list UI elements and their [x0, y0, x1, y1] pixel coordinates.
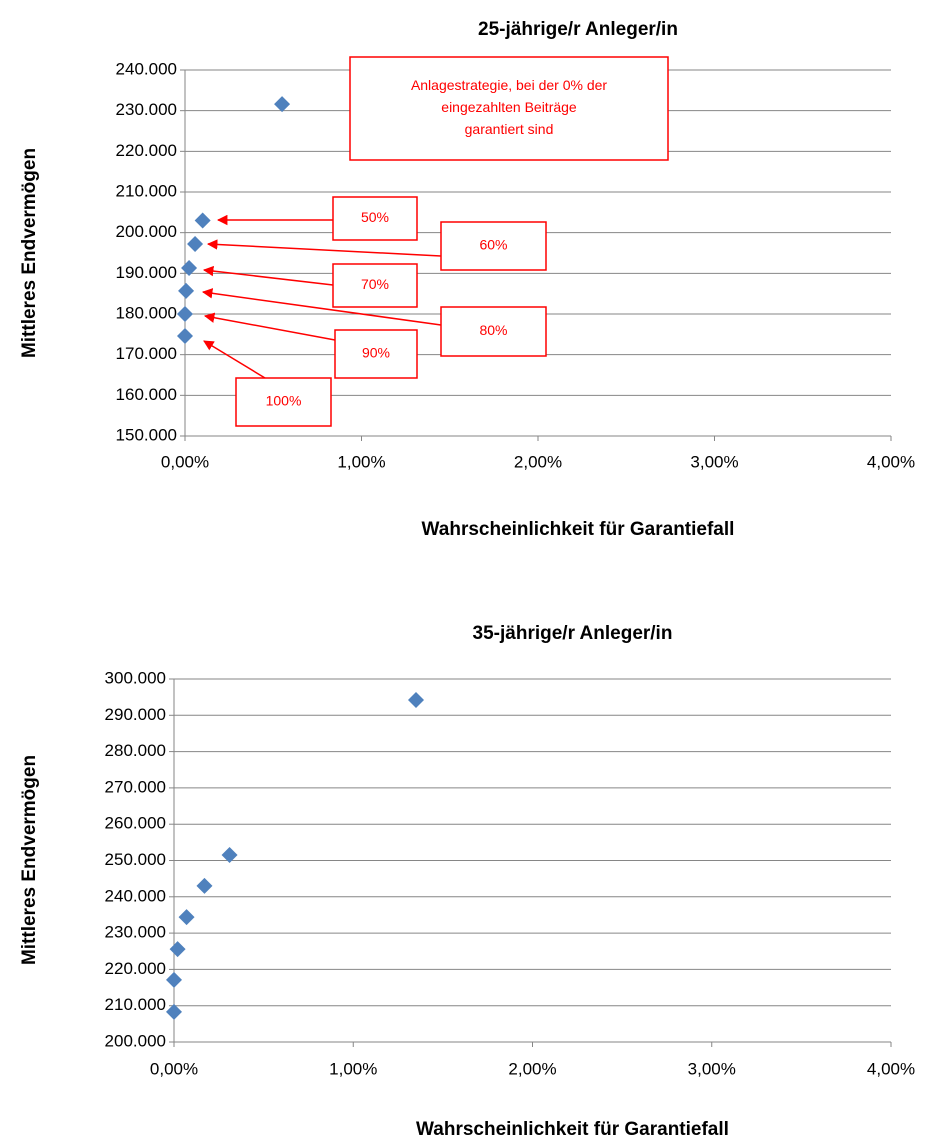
data-point	[221, 847, 238, 864]
annotation-text: 50%	[361, 209, 389, 225]
chart-title: 25-jährige/r Anleger/in	[478, 19, 678, 40]
annotation-arrow	[201, 288, 442, 326]
x-tick-label: 1,00%	[337, 452, 385, 471]
y-tick-label: 240.000	[116, 59, 177, 78]
y-axis-title: Mittleres Endvermögen	[19, 755, 40, 965]
data-point	[166, 1003, 182, 1020]
annotation-text: 100%	[266, 393, 302, 409]
data-point	[178, 282, 195, 299]
annotation-box	[349, 56, 669, 161]
annotation-arrow	[203, 340, 266, 379]
x-axis-title: Wahrscheinlichkeit für Garantiefall	[416, 1119, 729, 1140]
annotation-text: Anlagestrategie, bei der 0% der	[411, 77, 607, 93]
data-point	[196, 877, 213, 894]
data-point	[194, 212, 211, 229]
x-axis-title: Wahrscheinlichkeit für Garantiefall	[422, 519, 735, 540]
x-tick-label: 3,00%	[690, 452, 738, 471]
data-point	[169, 941, 186, 958]
y-tick-label: 190.000	[116, 263, 177, 282]
annotation-box	[440, 221, 547, 271]
data-point	[177, 306, 193, 322]
y-tick-label: 160.000	[116, 385, 177, 404]
data-point	[166, 971, 182, 988]
annotation-box	[332, 196, 418, 241]
annotation-box	[235, 377, 332, 427]
y-tick-label: 220.000	[105, 959, 166, 978]
y-tick-label: 170.000	[116, 344, 177, 363]
annotation-arrow	[202, 265, 334, 286]
y-tick-label: 200.000	[116, 222, 177, 241]
y-tick-label: 240.000	[105, 886, 166, 905]
data-point	[177, 327, 193, 344]
x-tick-label: 4,00%	[867, 1059, 915, 1078]
x-tick-label: 1,00%	[329, 1059, 377, 1078]
y-axis-title: Mittleres Endvermögen	[19, 148, 40, 358]
y-tick-label: 230.000	[116, 100, 177, 119]
annotation-text: 60%	[479, 237, 507, 253]
annotation-text: eingezahlten Beiträge	[441, 99, 577, 115]
data-point	[274, 96, 291, 113]
y-tick-label: 220.000	[116, 141, 177, 160]
chart-title: 35-jährige/r Anleger/in	[473, 623, 673, 644]
data-point	[407, 692, 424, 709]
y-tick-label: 290.000	[105, 705, 166, 724]
data-point	[181, 260, 198, 277]
x-tick-label: 2,00%	[508, 1059, 556, 1078]
annotation-box	[334, 329, 418, 379]
y-tick-label: 280.000	[105, 741, 166, 760]
x-tick-label: 4,00%	[867, 452, 915, 471]
annotation-text: 90%	[362, 345, 390, 361]
y-tick-label: 200.000	[105, 1031, 166, 1050]
annotation-arrow	[203, 312, 336, 341]
annotation-arrow	[206, 239, 442, 257]
x-tick-label: 0,00%	[150, 1059, 198, 1078]
x-tick-label: 3,00%	[688, 1059, 736, 1078]
data-point	[187, 236, 204, 253]
y-tick-label: 180.000	[116, 303, 177, 322]
annotation-text: 80%	[479, 322, 507, 338]
y-tick-label: 150.000	[116, 425, 177, 444]
y-tick-label: 260.000	[105, 814, 166, 833]
y-tick-label: 210.000	[105, 995, 166, 1014]
y-tick-label: 300.000	[105, 668, 166, 687]
annotation-text: garantiert sind	[465, 121, 554, 137]
annotation-text: 70%	[361, 276, 389, 292]
annotation-box	[332, 263, 418, 308]
y-tick-label: 210.000	[116, 181, 177, 200]
annotation-box	[440, 306, 547, 357]
y-tick-label: 230.000	[105, 923, 166, 942]
x-tick-label: 2,00%	[514, 452, 562, 471]
x-tick-label: 0,00%	[161, 452, 209, 471]
data-point	[178, 909, 195, 926]
y-tick-label: 270.000	[105, 777, 166, 796]
y-tick-label: 250.000	[105, 850, 166, 869]
